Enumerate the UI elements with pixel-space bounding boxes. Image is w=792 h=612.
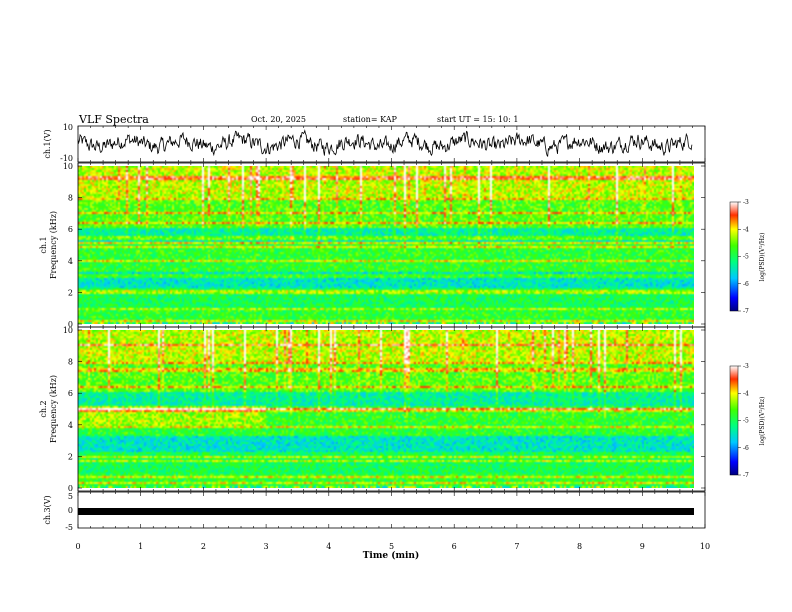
ch2-colorbar-tick: -3	[743, 363, 749, 370]
x-tick-label: 2	[201, 542, 206, 551]
ch1-ytick-top: 10	[63, 123, 73, 132]
ch1-spec-label-top: ch.1	[39, 236, 48, 253]
ch2-spec-ytick: 6	[68, 389, 73, 398]
x-tick-label: 3	[264, 542, 269, 551]
x-tick-label: 0	[75, 542, 80, 551]
ch2-colorbar-tick: -5	[743, 418, 749, 425]
ch3-ytick-top: 5	[68, 492, 73, 501]
ch1-spec-ytick: 8	[68, 194, 73, 203]
ch3-waveform-panel: 5 0 -5 ch.3(V)	[43, 491, 706, 532]
ch1-colorbar: -3 -4 -5 -6 -7 log(PSD)(V²/Hz)	[729, 199, 766, 315]
ch1-waveform-line	[77, 129, 693, 158]
x-axis-label: Time (min)	[363, 550, 420, 561]
ch1-spec-ylabel: Frequency (kHz)	[49, 211, 58, 279]
ch1-spec-ytick: 2	[68, 288, 73, 297]
ch3-waveform-band	[78, 508, 694, 515]
x-axis-tick-labels: 0 1 2 3 4 5 6 7 8 9 10	[75, 542, 710, 551]
x-tick-label: 1	[138, 542, 143, 551]
ch2-spectrogram-panel: 0 2 4 6 8 10 ch.2 Frequency (kHz)	[39, 326, 706, 493]
ch2-spec-ytick: 0	[68, 484, 73, 493]
x-tick-label: 7	[514, 542, 519, 551]
ch2-colorbar: -3 -4 -5 -6 -7 log(PSD)(V²/Hz)	[729, 363, 766, 479]
ch2-spec-ylabel: Frequency (kHz)	[49, 375, 58, 443]
ch1-spectrogram-panel: 0 2 4 6 8 10 ch.1 Frequency (kHz)	[39, 162, 706, 329]
ch1-ytick-bottom: -10	[60, 154, 73, 163]
ch1-colorbar-tick: -5	[743, 254, 749, 261]
ch1-colorbar-tick: -4	[743, 226, 749, 233]
x-tick-label: 5	[389, 542, 394, 551]
ch2-colorbar-label: log(PSD)(V²/Hz)	[759, 397, 766, 446]
x-tick-label: 8	[577, 542, 582, 551]
x-tick-label: 9	[640, 542, 645, 551]
figure-title: VLF Spectra	[79, 113, 149, 126]
ch1-colorbar-label: log(PSD)(V²/Hz)	[759, 233, 766, 282]
x-tick-label: 4	[326, 542, 331, 551]
ch1-spec-ytick: 10	[63, 162, 73, 171]
ch1-ylabel: ch.1(V)	[43, 129, 52, 158]
x-tick-label: 10	[700, 542, 710, 551]
ch2-spec-ytick: 4	[68, 421, 73, 430]
ch1-spectrogram-image	[78, 166, 694, 324]
x-tick-label: 6	[452, 542, 457, 551]
ch1-spec-ytick: 6	[68, 225, 73, 234]
ch3-ylabel: ch.3(V)	[43, 495, 52, 524]
ch1-spec-ytick: 0	[68, 320, 73, 329]
ch2-spec-ytick: 2	[68, 452, 73, 461]
ch2-colorbar-tick: -7	[743, 472, 749, 479]
ch1-colorbar-tick: -7	[743, 308, 749, 315]
date-label: Oct. 20, 2025	[251, 115, 306, 124]
station-label: station= KAP	[343, 115, 397, 124]
ch2-colorbar-tick: -6	[743, 445, 749, 452]
ch1-colorbar-tick: -3	[743, 199, 749, 206]
ch2-spec-ytick: 10	[63, 326, 73, 335]
ch3-ytick-mid: 0	[68, 506, 73, 515]
ch2-spectrogram-image	[78, 330, 694, 488]
ch2-spec-ytick: 8	[68, 358, 73, 367]
ch1-colorbar-tick: -6	[743, 281, 749, 288]
ch2-colorbar-tick: -4	[743, 390, 749, 397]
ch2-spec-label-top: ch.2	[39, 400, 48, 417]
start-time-label: start UT = 15: 10: 1	[437, 115, 519, 124]
ch1-spec-ytick: 4	[68, 257, 73, 266]
ch1-waveform-panel: 10 -10 ch.1(V)	[43, 123, 706, 163]
ch3-ytick-bottom: -5	[65, 523, 73, 532]
